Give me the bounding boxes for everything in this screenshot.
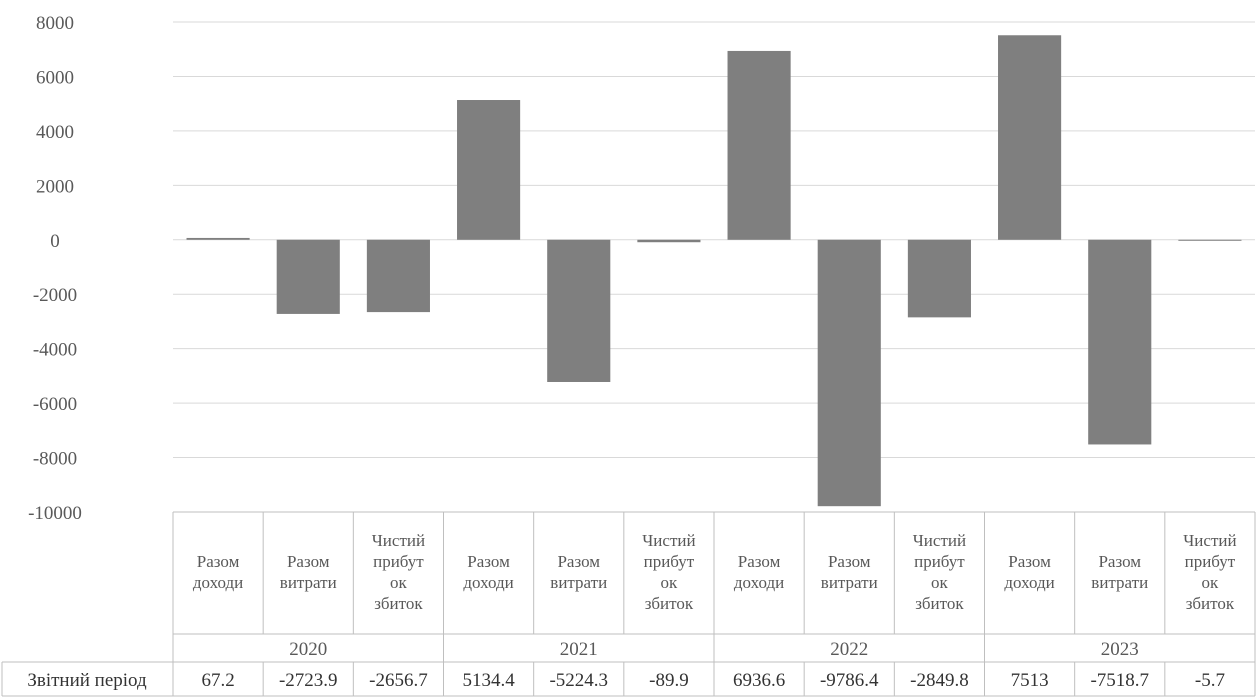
series-label: Звітний період xyxy=(27,670,147,691)
year-label: 2021 xyxy=(560,639,598,660)
category-label: Чистий xyxy=(1183,531,1236,550)
category-label: витрати xyxy=(821,573,878,592)
data-value-label: 6936.6 xyxy=(733,670,785,691)
category-label: витрати xyxy=(1091,573,1148,592)
category-label: витрати xyxy=(550,573,607,592)
category-label: ок xyxy=(661,573,679,592)
category-label: доходи xyxy=(463,573,513,592)
category-label: збиток xyxy=(645,594,694,613)
category-label: ок xyxy=(1202,573,1220,592)
data-value-label: -5224.3 xyxy=(549,670,608,691)
category-label: прибут xyxy=(373,552,424,571)
bar xyxy=(727,50,791,240)
bar xyxy=(366,239,430,313)
y-tick-label: 4000 xyxy=(36,122,74,143)
data-value-label: 7513 xyxy=(1011,670,1049,691)
y-tick-label: -10000 xyxy=(28,503,82,524)
data-value-label: 67.2 xyxy=(201,670,234,691)
category-label: Разом xyxy=(1008,552,1051,571)
category-label: ок xyxy=(931,573,949,592)
data-value-label: -5.7 xyxy=(1195,670,1225,691)
y-tick-label: 8000 xyxy=(36,13,74,34)
bar xyxy=(1088,239,1152,445)
category-label: Разом xyxy=(1098,552,1141,571)
category-label: прибут xyxy=(644,552,695,571)
category-label: прибут xyxy=(1185,552,1236,571)
data-value-label: -2656.7 xyxy=(369,670,428,691)
bar xyxy=(276,239,340,314)
category-label: Чистий xyxy=(913,531,966,550)
category-label: доходи xyxy=(734,573,784,592)
y-tick-label: 2000 xyxy=(36,176,74,197)
year-label: 2020 xyxy=(289,639,327,660)
y-tick-label: -6000 xyxy=(33,394,77,415)
y-tick-label: -4000 xyxy=(33,340,77,361)
category-label: Разом xyxy=(557,552,600,571)
data-value-label: -2723.9 xyxy=(279,670,338,691)
y-tick-label: 6000 xyxy=(36,67,74,88)
category-label: збиток xyxy=(1186,594,1235,613)
category-label: Разом xyxy=(467,552,510,571)
bar xyxy=(817,239,881,507)
y-tick-label: -8000 xyxy=(33,449,77,470)
year-label: 2022 xyxy=(830,639,868,660)
category-label: прибут xyxy=(914,552,965,571)
data-value-label: -9786.4 xyxy=(820,670,879,691)
y-tick-label: 0 xyxy=(50,231,60,252)
category-label: Разом xyxy=(828,552,871,571)
bar xyxy=(998,35,1062,240)
category-label: Чистий xyxy=(372,531,425,550)
bar xyxy=(186,237,250,240)
data-value-label: -89.9 xyxy=(649,670,689,691)
data-value-label: -2849.8 xyxy=(910,670,969,691)
category-label: Разом xyxy=(197,552,240,571)
year-label: 2023 xyxy=(1101,639,1139,660)
category-label: ок xyxy=(390,573,408,592)
category-label: витрати xyxy=(280,573,337,592)
category-label: збиток xyxy=(915,594,964,613)
category-label: Разом xyxy=(287,552,330,571)
bar xyxy=(907,239,971,318)
category-label: Чистий xyxy=(642,531,695,550)
category-label: Разом xyxy=(738,552,781,571)
y-tick-label: -2000 xyxy=(33,285,77,306)
data-value-label: -7518.7 xyxy=(1090,670,1149,691)
category-label: доходи xyxy=(1004,573,1054,592)
bar xyxy=(547,239,611,382)
bar xyxy=(457,100,521,240)
category-label: доходи xyxy=(193,573,243,592)
bar xyxy=(637,239,701,243)
category-label: збиток xyxy=(374,594,423,613)
data-value-label: 5134.4 xyxy=(462,670,515,691)
bar xyxy=(1178,239,1242,241)
